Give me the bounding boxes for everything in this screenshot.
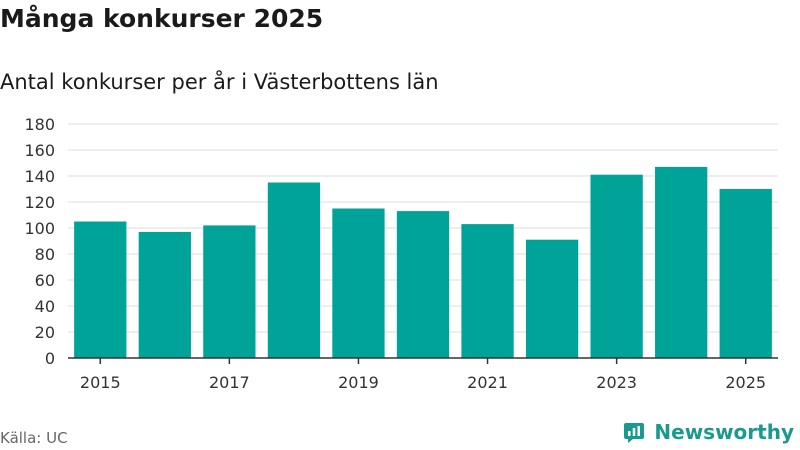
chart-subtitle: Antal konkurser per år i Västerbottens l… xyxy=(0,70,439,94)
x-tick-label: 2019 xyxy=(338,373,379,392)
x-tick-label: 2021 xyxy=(467,373,508,392)
chart-title: Många konkurser 2025 xyxy=(0,4,324,33)
bar-2020[interactable] xyxy=(396,211,450,358)
y-tick-label: 60 xyxy=(35,271,55,290)
x-tick-label: 2015 xyxy=(80,373,121,392)
y-tick-label: 160 xyxy=(24,141,55,160)
bar-2025[interactable] xyxy=(719,189,772,358)
newsworthy-logo-icon xyxy=(624,423,645,443)
bar-2022[interactable] xyxy=(525,239,579,358)
x-tick-label: 2025 xyxy=(725,373,766,392)
bar-2023[interactable] xyxy=(590,174,643,358)
y-tick-label: 140 xyxy=(24,167,55,186)
bars xyxy=(74,166,772,359)
y-tick-label: 0 xyxy=(45,349,55,368)
bar-2017[interactable] xyxy=(203,225,256,358)
brand-logo[interactable]: Newsworthy xyxy=(622,420,794,444)
source-note: Källa: UC xyxy=(0,429,68,447)
axes: 0 20 40 60 80 100 120 140 160 180 2015 2017 2019 2021… xyxy=(24,115,778,392)
bar-2016[interactable] xyxy=(138,231,191,358)
bar-2024[interactable] xyxy=(655,166,708,358)
y-tick-label: 100 xyxy=(24,219,55,238)
y-tick-label: 180 xyxy=(24,115,55,134)
bar-2019[interactable] xyxy=(332,208,385,359)
x-tick-label: 2023 xyxy=(596,373,637,392)
y-tick-label: 120 xyxy=(24,193,55,212)
brand-name: Newsworthy xyxy=(654,420,794,444)
y-tick-label: 40 xyxy=(35,297,55,316)
x-tick-label: 2017 xyxy=(209,373,250,392)
bar-2021[interactable] xyxy=(461,224,514,358)
bar-2018[interactable] xyxy=(267,182,321,359)
y-tick-label: 80 xyxy=(35,245,55,264)
bar-2015[interactable] xyxy=(74,221,127,359)
y-tick-label: 20 xyxy=(35,323,55,342)
